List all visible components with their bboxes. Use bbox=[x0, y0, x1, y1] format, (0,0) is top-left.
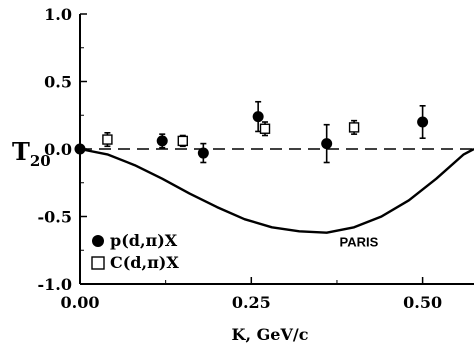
y-tick-label: -1.0 bbox=[38, 275, 72, 294]
x-axis-label: K, GeV/c bbox=[232, 325, 309, 344]
x-tick-label: 0.50 bbox=[403, 293, 442, 312]
tick-labels: 1.0 0.5 0.0 -0.5 -1.00.00 0.25 0.50 bbox=[38, 5, 443, 312]
legend: p(d,π)X C(d,π)X bbox=[91, 231, 179, 272]
y-tick-label: 0.0 bbox=[44, 140, 72, 159]
open-square-point bbox=[102, 134, 113, 145]
y-tick-label: 1.0 bbox=[44, 5, 72, 24]
y-tick-label: -0.5 bbox=[38, 208, 72, 227]
model-curves: PARIS bbox=[79, 147, 474, 250]
filled-circle-point bbox=[197, 147, 209, 159]
x-tick-label: 0.25 bbox=[232, 293, 271, 312]
filled-circle-point bbox=[74, 143, 86, 155]
filled-circle-point bbox=[156, 135, 168, 147]
legend-marker-filled-circle bbox=[92, 235, 104, 247]
open-square-point bbox=[177, 135, 188, 147]
paris-curve-label: PARIS bbox=[339, 235, 378, 250]
legend-label: C(d,π)X bbox=[110, 253, 179, 272]
x-tick-label: 0.00 bbox=[61, 293, 100, 312]
y-axis-label: T20 bbox=[12, 137, 51, 170]
filled-circle-point bbox=[252, 111, 264, 123]
y-tick-label: 0.5 bbox=[44, 73, 72, 92]
open-square-point bbox=[259, 123, 271, 134]
legend-marker-open-square bbox=[91, 256, 105, 270]
paris-curve bbox=[79, 147, 474, 234]
y-axis-label-subscript: 20 bbox=[30, 152, 51, 170]
filled-circle-point bbox=[321, 138, 333, 150]
filled-circle-point bbox=[417, 116, 429, 128]
data-points bbox=[74, 100, 429, 164]
legend-label: p(d,π)X bbox=[110, 231, 178, 250]
y-axis-label-main: T bbox=[12, 137, 30, 166]
open-square-point bbox=[348, 122, 360, 133]
